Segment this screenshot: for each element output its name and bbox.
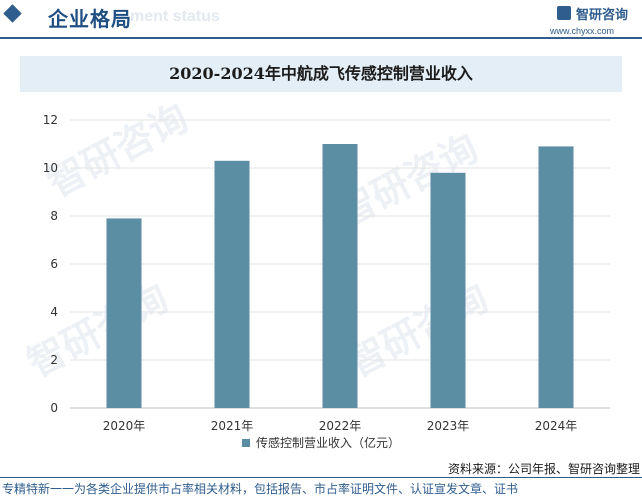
chart-title: 2020-2024年中航成飞传感控制营业收入 bbox=[169, 64, 473, 83]
logo-name: 智研咨询 bbox=[576, 8, 629, 23]
y-tick-label: 4 bbox=[50, 305, 58, 319]
x-tick-label: 2022年 bbox=[319, 419, 362, 433]
bar bbox=[322, 144, 358, 408]
bar bbox=[430, 172, 466, 408]
bar bbox=[214, 160, 250, 408]
footer-tagline: 专精特新一一为各类企业提供市占率相关材料，包括报告、市占率证明文件、认证宣发文章… bbox=[2, 482, 519, 496]
y-tick-label: 12 bbox=[43, 113, 58, 127]
legend-label: 传感控制营业收入（亿元） bbox=[256, 435, 400, 450]
y-tick-label: 0 bbox=[50, 401, 58, 415]
y-tick-label: 8 bbox=[50, 209, 58, 223]
legend-swatch bbox=[242, 439, 250, 447]
y-tick-label: 10 bbox=[43, 161, 58, 175]
footer-divider bbox=[0, 477, 642, 478]
section-subtitle: ment status bbox=[130, 8, 220, 25]
y-tick-label: 2 bbox=[50, 353, 58, 367]
x-tick-label: 2020年 bbox=[103, 419, 146, 433]
source-note: 资料来源：公司年报、智研咨询整理 bbox=[447, 462, 640, 476]
bar bbox=[538, 146, 574, 408]
logo-icon bbox=[557, 6, 571, 20]
section-header: ment status 企业格局 智研咨询 www.chyxx.com bbox=[0, 0, 642, 36]
bar bbox=[106, 218, 142, 408]
x-tick-label: 2023年 bbox=[427, 419, 470, 433]
logo-url: www.chyxx.com bbox=[550, 26, 615, 36]
x-tick-label: 2024年 bbox=[535, 419, 578, 433]
y-tick-label: 6 bbox=[50, 257, 58, 271]
header-divider bbox=[0, 37, 642, 39]
chart-title-band: 2020-2024年中航成飞传感控制营业收入 bbox=[20, 56, 622, 92]
x-tick-label: 2021年 bbox=[211, 419, 254, 433]
section-title: 企业格局 bbox=[48, 7, 132, 31]
